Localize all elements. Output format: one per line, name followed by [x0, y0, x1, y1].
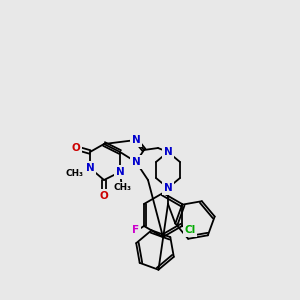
Text: F: F — [132, 225, 140, 235]
Text: N: N — [132, 135, 140, 145]
Text: N: N — [164, 147, 172, 157]
Text: Cl: Cl — [184, 225, 196, 235]
Text: N: N — [164, 183, 172, 193]
Text: N: N — [116, 167, 124, 177]
Text: CH₃: CH₃ — [113, 184, 131, 193]
Text: O: O — [72, 143, 80, 153]
Text: O: O — [100, 191, 108, 201]
Text: N: N — [85, 163, 94, 173]
Text: CH₃: CH₃ — [66, 169, 84, 178]
Text: N: N — [132, 157, 140, 167]
